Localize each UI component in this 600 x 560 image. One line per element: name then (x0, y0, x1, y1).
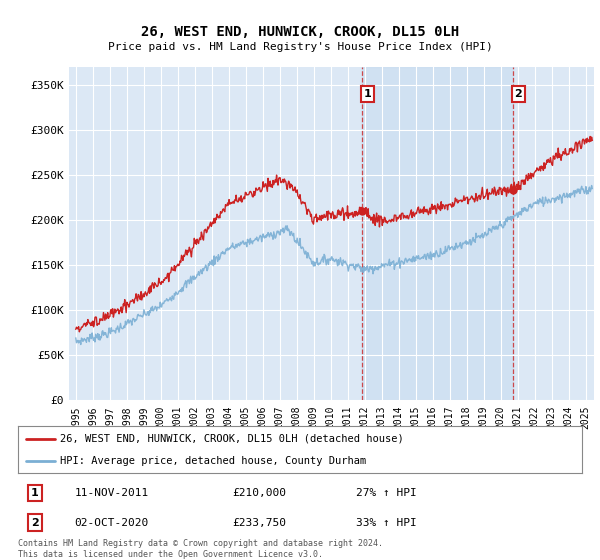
Text: HPI: Average price, detached house, County Durham: HPI: Average price, detached house, Coun… (60, 456, 367, 466)
Text: 27% ↑ HPI: 27% ↑ HPI (356, 488, 417, 498)
Bar (362, 67, 513, 400)
Text: Price paid vs. HM Land Registry's House Price Index (HPI): Price paid vs. HM Land Registry's House … (107, 42, 493, 52)
Text: 33% ↑ HPI: 33% ↑ HPI (356, 517, 417, 528)
Text: 2: 2 (31, 517, 39, 528)
Text: £210,000: £210,000 (232, 488, 286, 498)
Text: 1: 1 (364, 89, 371, 99)
Text: £233,750: £233,750 (232, 517, 286, 528)
Text: 02-OCT-2020: 02-OCT-2020 (74, 517, 149, 528)
Text: 2: 2 (515, 89, 522, 99)
Text: 11-NOV-2011: 11-NOV-2011 (74, 488, 149, 498)
Text: 26, WEST END, HUNWICK, CROOK, DL15 0LH: 26, WEST END, HUNWICK, CROOK, DL15 0LH (141, 25, 459, 39)
Text: 26, WEST END, HUNWICK, CROOK, DL15 0LH (detached house): 26, WEST END, HUNWICK, CROOK, DL15 0LH (… (60, 434, 404, 444)
Text: Contains HM Land Registry data © Crown copyright and database right 2024.
This d: Contains HM Land Registry data © Crown c… (18, 539, 383, 559)
Text: 1: 1 (31, 488, 39, 498)
